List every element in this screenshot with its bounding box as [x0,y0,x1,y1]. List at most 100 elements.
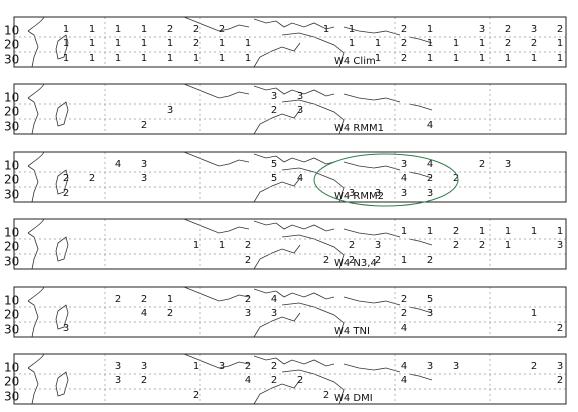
cell-value: 2 [167,24,173,35]
cell-value: 1 [505,240,511,251]
panel-label: W4 TNI [334,326,370,337]
cell-value: 2 [427,255,433,266]
cell-value: 1 [245,53,251,64]
lat-label: 20 [4,38,19,52]
cell-value: 1 [323,24,329,35]
lat-label: 30 [4,120,19,134]
cell-value: 2 [141,120,147,131]
cell-value: 2 [271,375,277,386]
cell-value: 2 [531,38,537,49]
cell-value: 2 [557,375,563,386]
panel-frame [13,286,567,338]
cell-value: 2 [193,24,199,35]
cell-value: 4 [271,294,277,305]
cell-value: 1 [479,38,485,49]
cell-value: 1 [219,53,225,64]
panel-label: W4 RMM2 [334,191,384,202]
lat-label: 30 [4,53,19,67]
cell-value: 2 [531,361,537,372]
cell-value: 5 [271,173,277,184]
cell-value: 2 [479,159,485,170]
cell-value: 2 [323,390,329,401]
panel-frame [13,218,567,270]
lat-label: 10 [4,226,19,240]
cell-value: 5 [271,159,277,170]
cell-value: 1 [505,226,511,237]
cell-value: 4 [401,361,407,372]
cell-value: 3 [141,173,147,184]
cell-value: 3 [245,308,251,319]
cell-value: 1 [115,24,121,35]
panel-label: W4 DMI [334,393,373,404]
cell-value: 2 [505,38,511,49]
cell-value: 2 [193,390,199,401]
cell-value: 4 [245,375,251,386]
cell-value: 1 [167,38,173,49]
cell-value: 1 [89,24,95,35]
cell-value: 1 [453,53,459,64]
cell-value: 1 [505,53,511,64]
lat-label: 10 [4,361,19,375]
cell-value: 3 [401,188,407,199]
lat-label: 10 [4,24,19,38]
cell-value: 1 [479,53,485,64]
panel-label: W4 N3,4 [334,258,377,269]
cell-value: 1 [63,38,69,49]
cell-value: 4 [297,173,303,184]
cell-value: 1 [479,226,485,237]
cell-value: 1 [219,240,225,251]
cell-value: 3 [219,361,225,372]
cell-value: 5 [427,294,433,305]
cell-value: 1 [375,53,381,64]
cell-value: 2 [271,361,277,372]
lat-label: 10 [4,294,19,308]
cell-value: 1 [427,53,433,64]
cell-value: 1 [63,53,69,64]
cell-value: 2 [245,361,251,372]
cell-value: 4 [401,173,407,184]
cell-value: 2 [141,375,147,386]
cell-value: 2 [245,294,251,305]
cell-value: 1 [557,53,563,64]
cell-value: 2 [141,294,147,305]
cell-value: 1 [453,38,459,49]
cell-value: 3 [115,375,121,386]
cell-value: 1 [531,53,537,64]
cell-value: 1 [427,226,433,237]
cell-value: 1 [557,226,563,237]
cell-value: 2 [245,240,251,251]
cell-value: 2 [245,255,251,266]
panel-frame [13,353,567,405]
coastline [27,286,433,338]
panel-frame [13,16,567,68]
cell-value: 3 [479,24,485,35]
cell-value: 4 [401,375,407,386]
cell-value: 1 [167,53,173,64]
cell-value: 2 [401,38,407,49]
cell-value: 3 [427,188,433,199]
cell-value: 4 [427,120,433,131]
panel-label: W4 Clim [334,56,376,67]
cell-value: 2 [557,323,563,334]
cell-value: 1 [141,53,147,64]
cell-value: 3 [557,361,563,372]
cell-value: 2 [349,240,355,251]
cell-value: 2 [401,308,407,319]
cell-value: 2 [375,255,381,266]
cell-value: 1 [89,38,95,49]
cell-value: 1 [219,38,225,49]
cell-value: 1 [167,294,173,305]
cell-value: 2 [63,188,69,199]
cell-value: 2 [401,294,407,305]
lat-label: 20 [4,375,19,389]
cell-value: 2 [401,24,407,35]
cell-value: 1 [63,24,69,35]
cell-value: 2 [271,105,277,116]
cell-value: 2 [557,24,563,35]
cell-value: 3 [453,361,459,372]
